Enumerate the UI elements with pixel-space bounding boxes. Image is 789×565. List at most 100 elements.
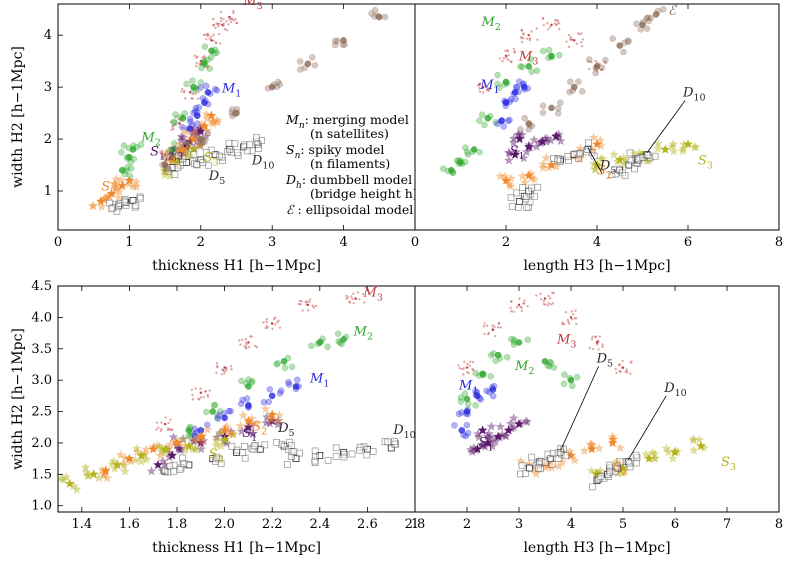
cloud-point-M3 xyxy=(600,68,604,71)
series-label-S1: S1 xyxy=(479,435,494,453)
cloud-point-E xyxy=(598,64,606,72)
cloud-point-M3 xyxy=(254,344,257,348)
data-point-M3 xyxy=(223,366,226,369)
cloud-point-M3 xyxy=(603,60,607,63)
cloud-point-M1 xyxy=(516,78,523,85)
series-M3 xyxy=(155,291,366,432)
data-point-D10 xyxy=(340,448,348,456)
cloud-point-M3 xyxy=(172,127,175,131)
cloud-point-M3 xyxy=(591,347,595,351)
cloud-point-E xyxy=(163,164,170,172)
data-point-S1 xyxy=(174,149,185,159)
cloud-point-M3 xyxy=(598,335,602,338)
cloud-point-S2 xyxy=(260,404,271,414)
cloud-point-M3 xyxy=(594,335,598,339)
cloud-point-M3 xyxy=(512,310,515,313)
cloud-point-S2 xyxy=(505,181,516,191)
cloud-point-S3 xyxy=(58,475,69,485)
cloud-point-M3 xyxy=(497,322,501,325)
x-tick-label: 8 xyxy=(775,235,783,250)
chart-panel-bottom-left: 1.4 1.6 1.8 2.0 2.2 2.4 2.6 2.8 1.0 1.5 2.0 2.5 3.0 3… xyxy=(10,279,425,556)
x-tick-label: 2.2 xyxy=(262,517,283,532)
cloud-point-S1 xyxy=(553,132,564,142)
cloud-point-M3 xyxy=(216,22,220,26)
cloud-point-M3 xyxy=(183,89,186,93)
cloud-point-M3 xyxy=(506,50,510,53)
cloud-point-D5 xyxy=(109,204,117,211)
cloud-point-M2 xyxy=(544,362,551,369)
cloud-point-M1 xyxy=(192,104,200,112)
cloud-point-D10 xyxy=(203,149,210,157)
cloud-point-S3 xyxy=(620,155,631,165)
cloud-point-S1 xyxy=(488,433,498,443)
series-S2 xyxy=(88,109,223,211)
cloud-point-M3 xyxy=(243,345,246,348)
data-point-S1 xyxy=(196,126,206,136)
cloud-point-M1 xyxy=(455,410,463,418)
cloud-point-S3 xyxy=(83,471,94,481)
data-point-S1 xyxy=(537,136,548,146)
cloud-point-S3 xyxy=(589,158,599,168)
cloud-point-M3 xyxy=(512,47,516,51)
cloud-point-M3 xyxy=(355,297,358,300)
x-tick-label: 6 xyxy=(684,235,692,250)
cloud-point-D10 xyxy=(627,157,635,164)
cloud-point-M3 xyxy=(581,38,585,41)
cloud-point-S1 xyxy=(176,135,186,145)
cloud-point-M3 xyxy=(229,364,233,368)
y-tick-label: 1.5 xyxy=(31,467,52,482)
cloud-point-D10 xyxy=(253,138,261,146)
cloud-point-D10 xyxy=(248,147,256,155)
cloud-point-M2 xyxy=(201,43,209,50)
cloud-point-S2 xyxy=(540,462,551,472)
cloud-point-M3 xyxy=(164,416,167,419)
cloud-point-M1 xyxy=(204,100,212,108)
cloud-point-M3 xyxy=(210,35,213,38)
cloud-point-M3 xyxy=(576,32,580,35)
cloud-point-M1 xyxy=(285,381,293,388)
y-tick-label: 3.0 xyxy=(31,373,52,388)
cloud-point-S3 xyxy=(595,465,606,475)
cloud-point-D10 xyxy=(231,140,239,148)
legend-note-detail: (n filaments) xyxy=(310,156,390,171)
cloud-point-S1 xyxy=(262,412,272,422)
cloud-point-M3 xyxy=(216,366,219,369)
cloud-point-D5 xyxy=(204,161,212,169)
cloud-point-M2 xyxy=(566,374,574,382)
cloud-point-M1 xyxy=(193,109,201,116)
cloud-point-S2 xyxy=(99,195,109,205)
cloud-point-S2 xyxy=(586,439,596,449)
cloud-point-M1 xyxy=(214,415,222,422)
cloud-point-M2 xyxy=(171,119,178,127)
cloud-point-S3 xyxy=(619,465,630,475)
leader-line-D5 xyxy=(587,147,603,174)
cloud-point-M3 xyxy=(483,332,486,336)
cloud-point-M3 xyxy=(214,26,217,30)
data-point-S3 xyxy=(696,441,706,451)
cloud-point-D10 xyxy=(341,450,348,458)
cloud-point-S1 xyxy=(479,440,489,450)
cloud-point-M2 xyxy=(490,350,497,357)
cloud-point-S3 xyxy=(689,445,699,455)
cloud-point-M3 xyxy=(596,341,600,344)
cloud-point-M2 xyxy=(198,64,205,72)
cloud-point-M2 xyxy=(455,157,462,164)
cloud-point-S2 xyxy=(97,464,107,474)
cloud-point-S2 xyxy=(575,153,585,163)
cloud-point-M2 xyxy=(510,341,518,348)
cloud-point-M3 xyxy=(250,335,253,338)
cloud-point-M3 xyxy=(506,49,509,52)
data-point-S3 xyxy=(112,459,123,469)
cloud-point-S1 xyxy=(176,131,187,141)
chart-panel-bottom-right: 1 2 3 4 5 6 7 8 length H3 [h−1Mpc] M3 M2 M1 S1 S2 S3 D5… xyxy=(411,285,783,556)
cloud-point-M2 xyxy=(503,353,511,361)
cloud-point-S1 xyxy=(469,442,479,452)
cloud-point-D10 xyxy=(634,155,642,162)
cloud-point-M1 xyxy=(239,396,246,404)
cloud-point-M3 xyxy=(556,22,559,26)
cloud-point-S2 xyxy=(504,179,514,189)
cloud-point-S3 xyxy=(644,155,655,165)
cloud-point-M3 xyxy=(222,368,225,372)
cloud-point-S3 xyxy=(190,444,201,454)
cloud-point-M3 xyxy=(471,360,475,364)
